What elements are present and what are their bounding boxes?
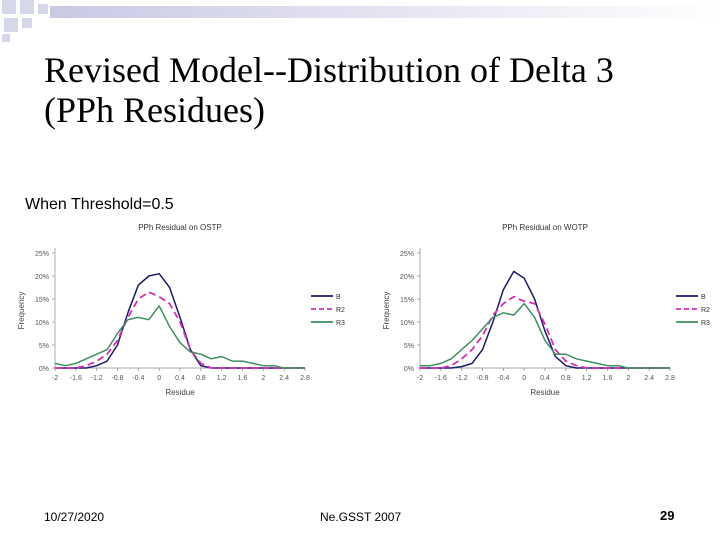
- header-gradient-bar: [50, 6, 720, 18]
- y-tick-label: 20%: [35, 274, 49, 281]
- series-line-r2: [55, 291, 305, 369]
- legend-label: R2: [336, 307, 345, 314]
- y-tick-label: 25%: [400, 251, 414, 258]
- page-number: 29: [660, 508, 675, 523]
- series-line-b: [55, 272, 305, 369]
- y-tick-label: 10%: [400, 320, 414, 327]
- x-tick-label: -1.2: [456, 375, 468, 382]
- corner-decoration: [2, 0, 720, 42]
- y-axis-label: Frequency: [382, 292, 391, 330]
- decoration-square: [22, 18, 32, 28]
- x-tick-label: -2: [52, 375, 58, 382]
- legend-label: R2: [701, 307, 710, 314]
- y-tick-label: 15%: [35, 297, 49, 304]
- x-tick-label: 2: [261, 375, 265, 382]
- y-tick-label: 25%: [35, 251, 49, 258]
- y-tick-label: 0%: [39, 366, 49, 373]
- x-tick-label: 0.4: [175, 375, 185, 382]
- y-tick-label: 10%: [35, 320, 49, 327]
- x-tick-label: 0: [157, 375, 161, 382]
- x-tick-label: -1.2: [91, 375, 103, 382]
- title-line-1: Revised Model--Distribution of Delta 3: [44, 50, 614, 90]
- legend-label: B: [701, 294, 706, 301]
- chart-title: PPh Residual on WOTP: [502, 223, 588, 232]
- x-axis-label: Residue: [165, 388, 195, 397]
- x-tick-label: 0.8: [196, 375, 206, 382]
- x-tick-label: 2.4: [644, 375, 654, 382]
- x-axis-label: Residue: [530, 388, 560, 397]
- x-tick-label: -1.6: [70, 375, 82, 382]
- legend-label: B: [336, 294, 341, 301]
- decoration-square: [2, 34, 10, 42]
- x-tick-label: -0.8: [111, 375, 123, 382]
- legend-label: R3: [701, 320, 710, 327]
- threshold-label: When Threshold=0.5: [25, 196, 174, 213]
- legend-label: R3: [336, 320, 345, 327]
- x-tick-label: -1.6: [435, 375, 447, 382]
- series-line-r3: [54, 305, 305, 369]
- x-tick-label: -0.4: [497, 375, 509, 382]
- x-tick-label: -0.4: [132, 375, 144, 382]
- y-tick-label: 5%: [39, 343, 49, 350]
- x-tick-label: 1.6: [238, 375, 248, 382]
- x-tick-label: 1.2: [217, 375, 227, 382]
- x-tick-label: 1.6: [603, 375, 613, 382]
- chart-wotp: PPh Residual on WOTP 0% 5% 10% 15% 20% 25% -2 -1…: [382, 223, 710, 397]
- decoration-square: [2, 0, 16, 14]
- footer-event: Ne.GSST 2007: [320, 510, 402, 524]
- x-tick-label: 2.8: [300, 375, 310, 382]
- chart-title: PPh Residual on OSTP: [138, 223, 222, 232]
- y-tick-label: 0%: [404, 366, 414, 373]
- decoration-square: [20, 0, 34, 14]
- x-tick-label: 2: [626, 375, 630, 382]
- y-tick-label: 15%: [400, 297, 414, 304]
- slide-title: Revised Model--Distribution of Delta 3 (…: [44, 50, 704, 130]
- x-tick-label: 2.8: [665, 375, 675, 382]
- title-line-2: (PPh Residues): [44, 90, 266, 130]
- series-line-r3: [420, 302, 670, 369]
- decoration-square: [4, 18, 18, 32]
- x-tick-label: 2.4: [279, 375, 289, 382]
- x-tick-label: 1.2: [582, 375, 592, 382]
- y-tick-label: 5%: [404, 343, 414, 350]
- y-axis-label: Frequency: [17, 292, 26, 330]
- chart-ostp: PPh Residual on OSTP 0% 5% 10% 15% 20% 25% -2 -1…: [17, 223, 345, 397]
- x-tick-label: 0: [522, 375, 526, 382]
- x-tick-label: -0.8: [476, 375, 488, 382]
- footer-date: 10/27/2020: [44, 510, 105, 524]
- x-tick-label: -2: [417, 375, 423, 382]
- y-tick-label: 20%: [400, 274, 414, 281]
- x-tick-label: 0.8: [561, 375, 571, 382]
- x-tick-label: 0.4: [540, 375, 550, 382]
- decoration-square: [38, 4, 48, 14]
